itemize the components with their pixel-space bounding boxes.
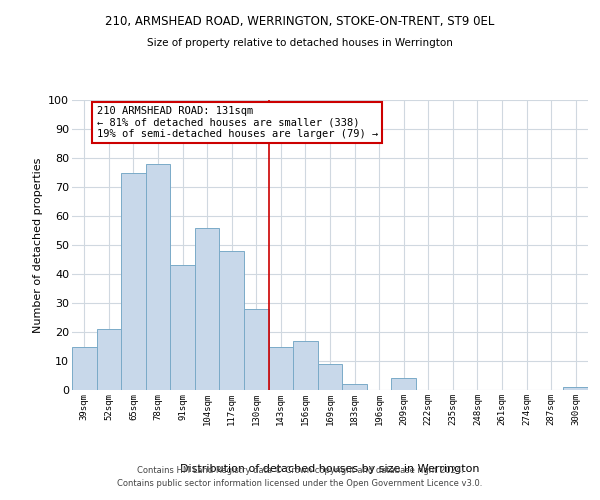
Y-axis label: Number of detached properties: Number of detached properties [32,158,43,332]
Bar [563,387,588,390]
Bar [121,172,146,390]
Text: 210, ARMSHEAD ROAD, WERRINGTON, STOKE-ON-TRENT, ST9 0EL: 210, ARMSHEAD ROAD, WERRINGTON, STOKE-ON… [106,15,494,28]
Bar [220,251,244,390]
Bar [391,378,416,390]
Bar [97,329,121,390]
Bar [318,364,342,390]
X-axis label: Distribution of detached houses by size in Werrington: Distribution of detached houses by size … [180,464,480,474]
Text: Contains HM Land Registry data © Crown copyright and database right 2024.
Contai: Contains HM Land Registry data © Crown c… [118,466,482,487]
Bar [293,340,318,390]
Bar [195,228,220,390]
Bar [269,346,293,390]
Bar [146,164,170,390]
Text: 210 ARMSHEAD ROAD: 131sqm
← 81% of detached houses are smaller (338)
19% of semi: 210 ARMSHEAD ROAD: 131sqm ← 81% of detac… [97,106,378,139]
Bar [72,346,97,390]
Text: Size of property relative to detached houses in Werrington: Size of property relative to detached ho… [147,38,453,48]
Bar [342,384,367,390]
Bar [170,266,195,390]
Bar [244,309,269,390]
